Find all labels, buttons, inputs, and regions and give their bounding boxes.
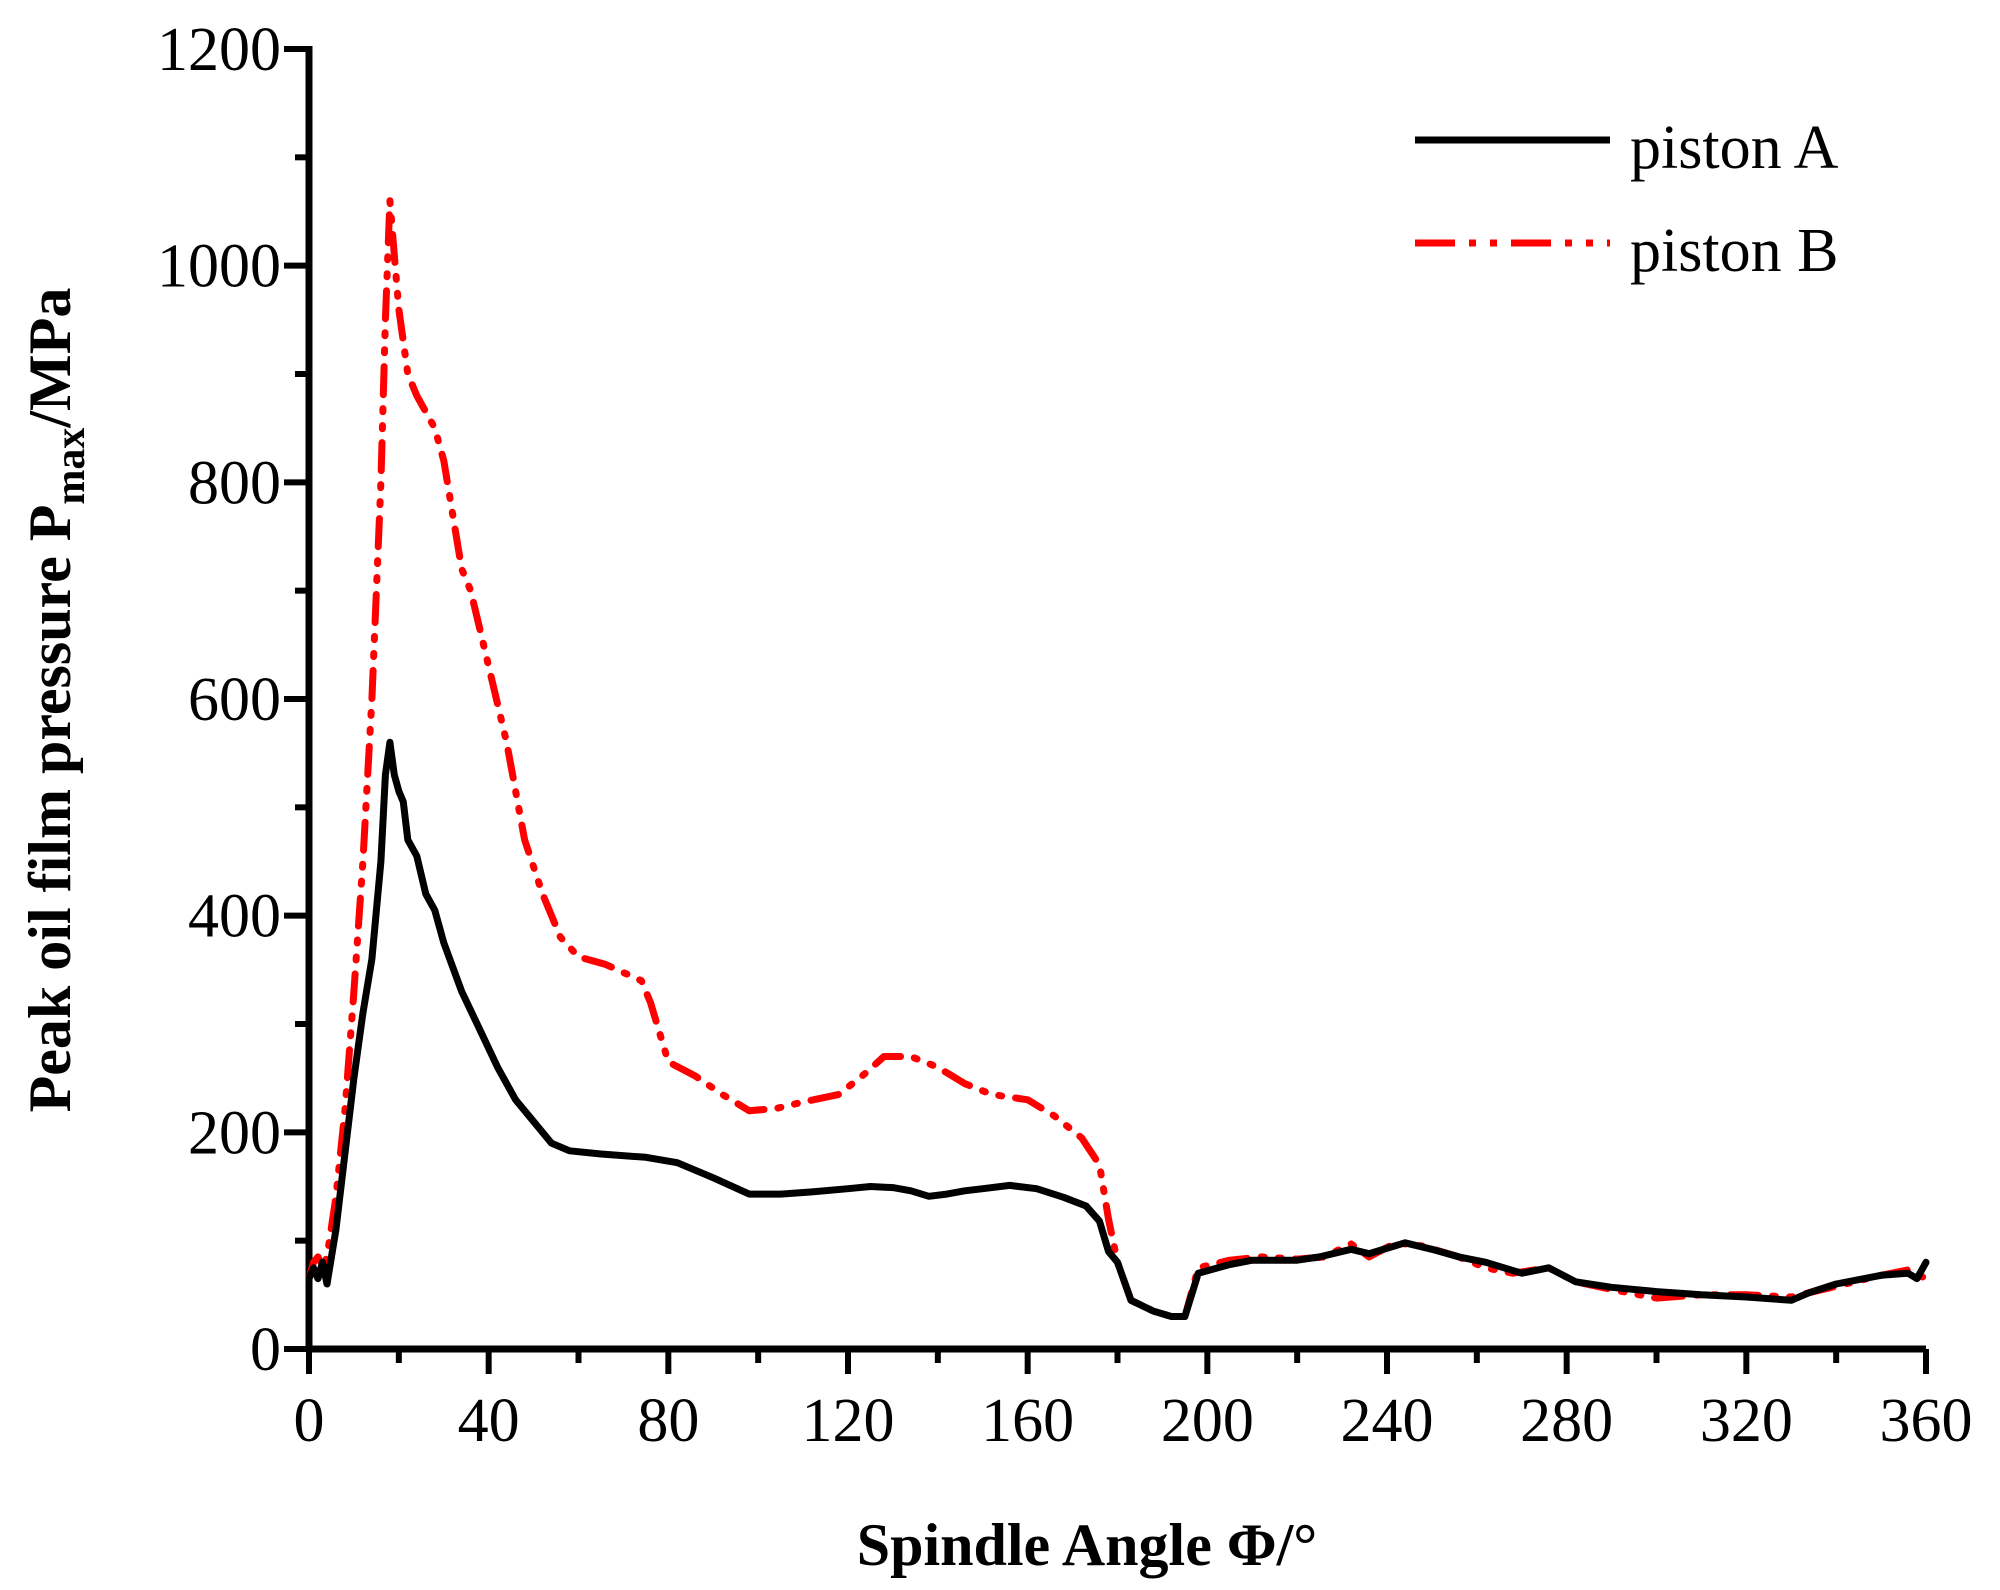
y-tick-label: 0	[250, 1316, 281, 1384]
y-tick-label: 400	[188, 883, 281, 951]
series-layer	[305, 197, 1930, 1320]
x-tick-label: 320	[1700, 1387, 1793, 1455]
x-tick-label: 0	[294, 1387, 325, 1455]
legend: piston A piston B	[1415, 114, 1839, 285]
series-line-piston-b	[305, 197, 1930, 1320]
legend-label-piston-a: piston A	[1630, 114, 1839, 182]
x-tick-label: 240	[1341, 1387, 1434, 1455]
x-tick-label: 40	[458, 1387, 520, 1455]
y-axis-label-subscript: max	[48, 428, 94, 505]
y-tick-label: 800	[188, 449, 281, 517]
y-tick-label: 1200	[157, 16, 281, 84]
legend-label-piston-b: piston B	[1630, 217, 1838, 285]
y-axis-label-main: Peak oil film pressure P	[17, 505, 83, 1113]
y-axis-label: Peak oil film pressure Pmax/MPa	[17, 288, 94, 1113]
y-tick-label: 200	[188, 1099, 281, 1167]
x-tick-label: 120	[802, 1387, 895, 1455]
x-tick-label: 280	[1520, 1387, 1613, 1455]
x-axis-label: Spindle Angle Φ/°	[857, 1512, 1318, 1578]
x-tick-label: 80	[637, 1387, 699, 1455]
axes: 0 40 80 120 160 200 240 280 320 360 0 200 400 600 800 1…	[157, 16, 1973, 1455]
y-tick-label: 1000	[157, 233, 281, 301]
y-tick-label: 600	[188, 666, 281, 734]
y-axis-label-unit: /MPa	[17, 288, 83, 429]
x-tick-label: 200	[1161, 1387, 1254, 1455]
x-tick-label: 160	[981, 1387, 1074, 1455]
x-tick-label: 360	[1880, 1387, 1973, 1455]
series-line-piston-a	[305, 738, 1930, 1320]
